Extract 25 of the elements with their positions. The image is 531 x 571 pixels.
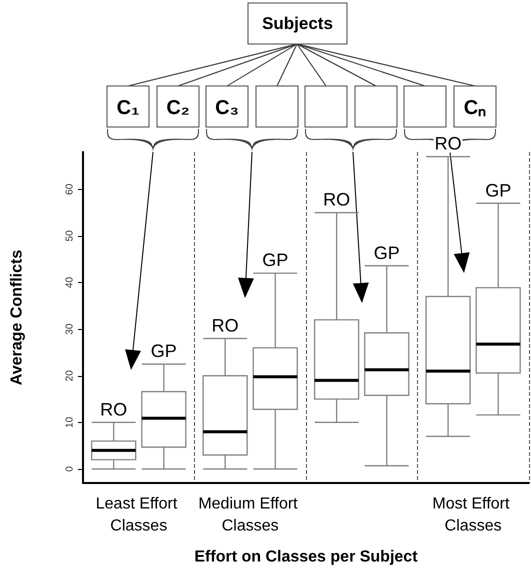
y-axis-title: Average Conflicts	[8, 250, 26, 386]
text: GP	[374, 242, 400, 263]
text: RO	[212, 315, 239, 336]
y-tick-label: 30	[64, 323, 76, 335]
series-label: GP	[150, 341, 177, 362]
text: GP	[262, 250, 288, 270]
text: RO	[323, 190, 350, 210]
y-tick-label: 50	[64, 230, 76, 242]
text: C₂	[166, 97, 190, 119]
y-tick-label: 10	[64, 416, 76, 428]
y-tick-label: 20	[64, 370, 76, 382]
y-tick-label: 40	[64, 276, 76, 288]
text: C₃	[215, 97, 239, 119]
series-label: RO	[100, 399, 128, 420]
text: RO	[434, 134, 462, 154]
x-tick-label: Most Effort Classes	[432, 496, 514, 534]
text: C₁	[116, 97, 140, 119]
y-tick-label: 60	[64, 183, 76, 195]
text: GP	[485, 180, 512, 200]
x-axis-title: Effort on Classes per Subject	[194, 548, 418, 566]
text: Subjects	[262, 14, 333, 33]
text: Cₙ	[464, 97, 486, 119]
y-tick-label: 0	[64, 466, 76, 472]
x-tick-label: Medium Effort Classes	[198, 496, 302, 534]
x-tick-label: Least Effort Classes	[96, 496, 182, 534]
